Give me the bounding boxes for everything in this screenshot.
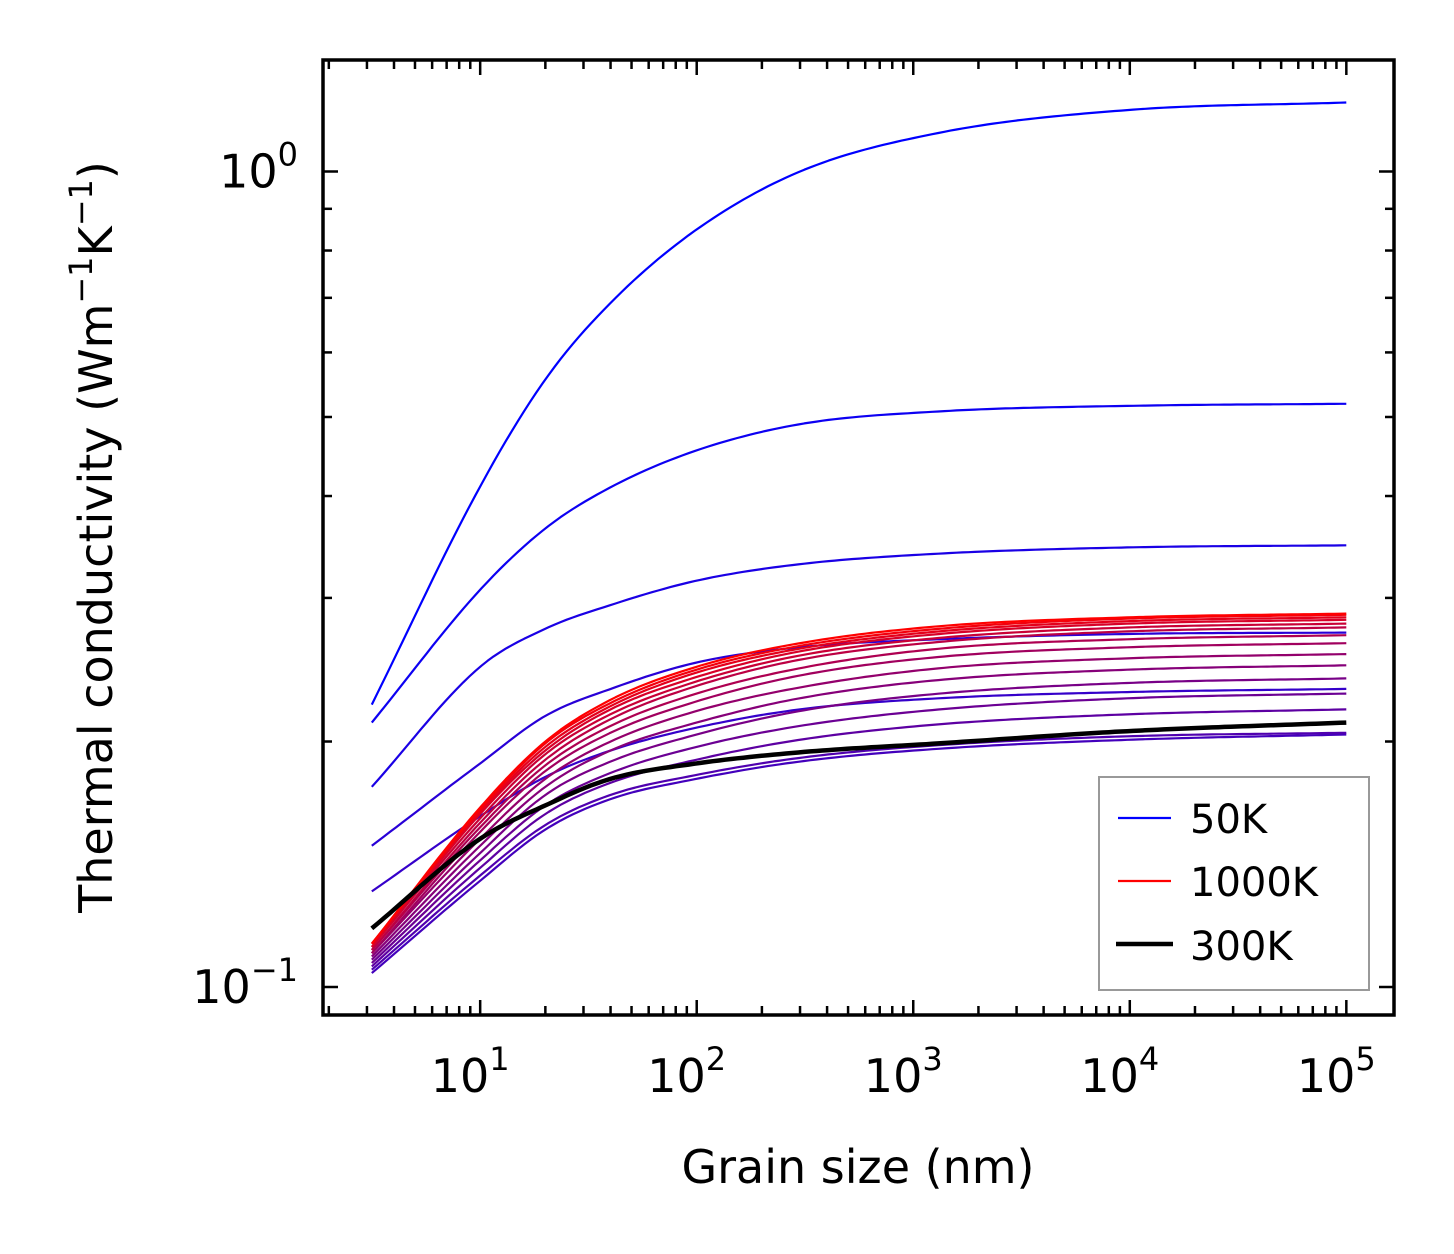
axes-frame [321, 58, 1396, 1017]
x-tick-labels: 101 102 103 104 105 [431, 1040, 1376, 1103]
series-line-450k [371, 692, 1347, 964]
series-line-150k [370, 544, 1347, 788]
y-tick-labels: 100 10−1 [192, 135, 298, 1014]
series-line-600k [371, 653, 1347, 954]
legend-label-300k: 300K [1190, 924, 1294, 970]
series-line-650k [370, 642, 1347, 954]
series-line-1000k [370, 612, 1347, 945]
series-layer [370, 101, 1347, 974]
series-line-500k [371, 677, 1347, 961]
series-line-350k [371, 731, 1347, 971]
x-axis-label: Grain size (nm) [682, 1140, 1035, 1194]
series-line-50k [370, 101, 1347, 706]
series-line-400k [371, 708, 1347, 968]
y-tick-label: 10−1 [192, 951, 298, 1014]
series-line-750k [370, 626, 1347, 951]
series-line-300k [371, 733, 1347, 974]
x-tick-label: 102 [647, 1040, 726, 1103]
x-tick-label: 105 [1297, 1040, 1376, 1103]
series-line-550k [371, 664, 1347, 958]
legend-box [1098, 776, 1370, 991]
series-line-800k [370, 622, 1347, 948]
x-tick-label: 101 [431, 1040, 510, 1103]
series-line-300k-highlight [370, 720, 1347, 931]
series-line-850k [370, 618, 1347, 948]
legend: 50K 1000K 300K [1098, 776, 1370, 991]
legend-label-1000k: 1000K [1190, 860, 1320, 906]
series-line-250k [371, 687, 1347, 893]
x-tick-label: 104 [1080, 1040, 1159, 1103]
y-axis-label: Thermal conductivity (Wm−1K−1) [62, 161, 123, 914]
series-line-900k [370, 616, 1347, 945]
y-tick-label: 100 [219, 135, 298, 198]
series-line-100k [370, 402, 1347, 724]
legend-label-50k: 50K [1190, 797, 1269, 843]
x-tick-label: 103 [864, 1040, 943, 1103]
series-line-700k [370, 634, 1347, 951]
